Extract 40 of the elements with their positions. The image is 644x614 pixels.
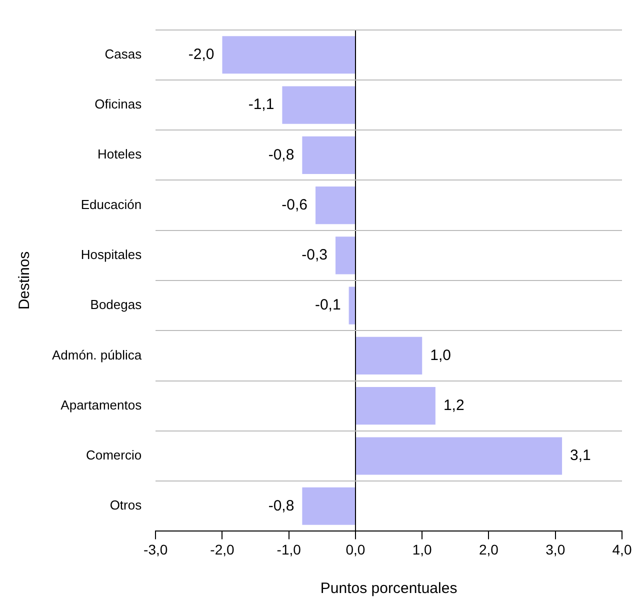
x-axis-title: Puntos porcentuales [320,580,458,598]
data-label: 1,2 [443,396,464,414]
data-label: -0,6 [282,196,308,214]
bar [348,286,355,324]
y-tick-label: Apartamentos [60,397,142,412]
y-axis-title: Destinos [16,251,34,310]
x-tick-label: 3,0 [546,541,566,558]
x-tick-label: 2,0 [479,541,499,558]
data-label: 3,1 [570,447,591,464]
y-tick-label: Comercio [86,448,142,463]
data-label: -2,0 [188,46,214,64]
y-tick-label: Hoteles [98,146,142,162]
x-tick-label: 4,0 [612,541,632,558]
y-tick-label: Hospitales [80,247,142,262]
data-label: -0,8 [268,497,294,514]
bar [302,487,355,525]
x-tick-label: 0,0 [346,541,366,558]
x-tick-label: 1,0 [412,541,432,558]
x-tick-label: -3,0 [144,541,168,558]
bar [356,336,422,375]
data-label: 1,0 [430,346,451,364]
y-tick-label: Otros [110,498,142,513]
x-tick-label: -1,0 [276,541,302,558]
y-tick-label: Oficinas [94,96,142,112]
x-tick-label: -2,0 [210,541,235,558]
bar [222,36,355,74]
data-label: -0,1 [314,296,341,314]
y-tick-label: Admón. pública [52,347,142,362]
data-label: -0,3 [302,246,328,264]
bar [302,136,355,174]
bar [316,186,355,224]
bar [336,236,355,274]
y-tick-label: Educación [80,196,142,212]
y-tick-label: Casas [104,46,142,62]
bar [356,387,436,425]
data-label: -0,8 [268,146,294,164]
bar [282,86,355,124]
bar [356,437,562,475]
data-label: -1,1 [248,96,274,114]
y-tick-label: Bodegas [90,297,142,312]
